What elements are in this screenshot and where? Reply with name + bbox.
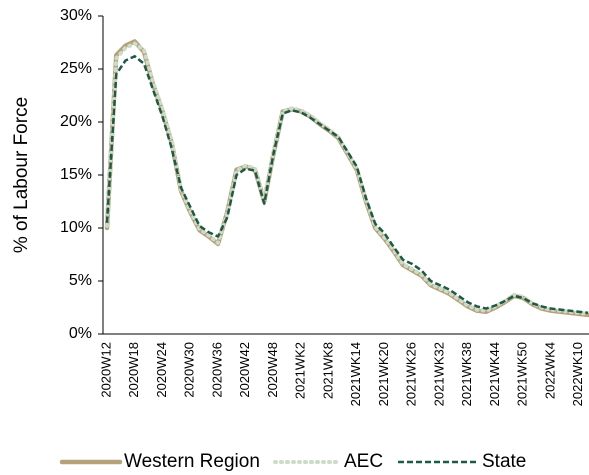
x-tick-label: 2020W48 <box>265 342 280 398</box>
x-tick-label: 2021WK2 <box>293 342 308 399</box>
x-tick-label: 2022WK10 <box>570 342 585 406</box>
x-tick-label: 2021WK26 <box>404 342 419 406</box>
y-tick-label: 25% <box>60 60 92 77</box>
x-tick-label: 2022WK4 <box>542 342 557 399</box>
y-tick-label: 30% <box>60 7 92 24</box>
y-tick-label: 5% <box>69 272 92 289</box>
x-tick-label: 2020W12 <box>98 342 113 398</box>
y-tick-label: 10% <box>60 219 92 236</box>
x-tick-label: 2021WK44 <box>487 342 502 406</box>
x-tick-label: 2021WK50 <box>515 342 530 406</box>
x-tick-label: 2020W24 <box>154 342 169 398</box>
x-tick-label: 2020W36 <box>209 342 224 398</box>
x-tick-label: 2021WK32 <box>431 342 446 406</box>
legend-label: State <box>482 451 526 472</box>
x-tick-label: 2020W42 <box>237 342 252 398</box>
x-tick-label: 2021WK14 <box>348 342 363 406</box>
y-tick-label: 20% <box>60 113 92 130</box>
y-tick-label: 15% <box>60 166 92 183</box>
legend-label: Western Region <box>124 451 260 472</box>
legend-label: AEC <box>344 451 383 472</box>
x-tick-label: 2021WK38 <box>459 342 474 406</box>
x-tick-label: 2021WK8 <box>320 342 335 399</box>
x-tick-label: 2020W30 <box>182 342 197 398</box>
x-tick-label: 2021WK20 <box>376 342 391 406</box>
y-tick-label: 0% <box>69 325 92 342</box>
y-axis-title: % of Labour Force <box>11 97 32 253</box>
x-tick-label: 2020W18 <box>126 342 141 398</box>
